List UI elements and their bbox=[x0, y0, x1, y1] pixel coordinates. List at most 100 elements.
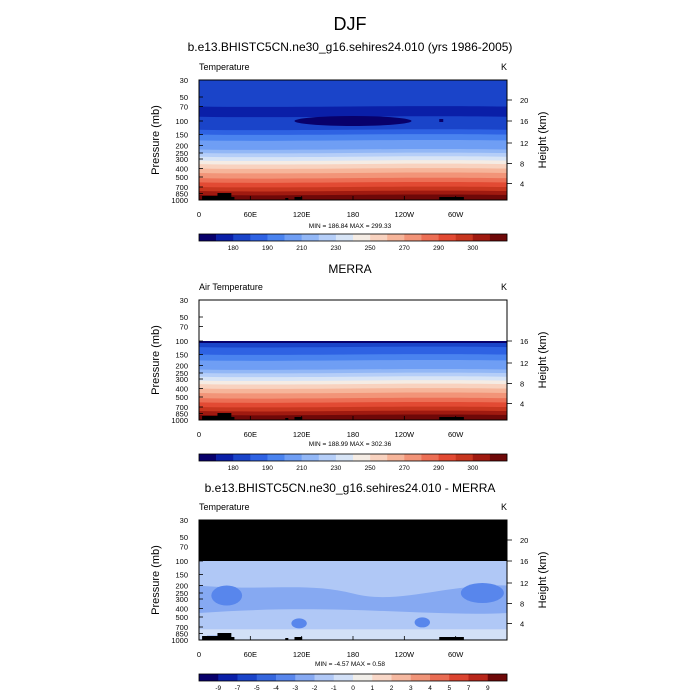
cold-spot bbox=[439, 119, 444, 122]
y-tick-label: 30 bbox=[180, 76, 188, 85]
colorbar-swatch bbox=[301, 234, 320, 241]
colorbar-swatch bbox=[216, 454, 234, 461]
x-tick-label: 180 bbox=[347, 210, 360, 219]
field-blob bbox=[460, 583, 504, 603]
x-tick-label: 0 bbox=[197, 650, 201, 659]
colorbar-swatch bbox=[372, 674, 392, 681]
colorbar-label: 2 bbox=[390, 685, 394, 692]
terrain-block bbox=[217, 633, 232, 640]
colorbar-swatch bbox=[256, 674, 277, 681]
terrain-block bbox=[439, 197, 464, 200]
colorbar-swatch bbox=[333, 674, 354, 681]
colorbar-swatch bbox=[455, 454, 474, 461]
contour-band bbox=[199, 383, 507, 390]
y-tick-label: 50 bbox=[180, 93, 188, 102]
colorbar-label: 7 bbox=[467, 685, 471, 692]
colorbar-swatch bbox=[284, 234, 302, 241]
colorbar-swatch bbox=[318, 234, 337, 241]
colorbar-swatch bbox=[404, 234, 422, 241]
colorbar-swatch bbox=[335, 234, 354, 241]
stats-label: MIN = -4.57 MAX = 0.58 bbox=[315, 661, 385, 668]
terrain bbox=[202, 193, 464, 200]
terrain bbox=[202, 633, 464, 640]
y2-tick-label: 4 bbox=[520, 180, 524, 189]
y-tick-label: 850 bbox=[175, 190, 188, 199]
colorbar-swatch bbox=[233, 454, 251, 461]
contour-band bbox=[199, 139, 507, 147]
y-tick-label: 700 bbox=[175, 183, 188, 192]
y2-axis-label: Height (km) bbox=[537, 332, 549, 389]
terrain-block bbox=[202, 416, 221, 420]
y2-axis: 20 16 12 8 4 Height (km) bbox=[507, 96, 549, 189]
terrain-block bbox=[217, 413, 232, 420]
colorbar-swatch bbox=[314, 674, 335, 681]
x-axis: 0 60E 120E 180 120W 60W bbox=[197, 636, 464, 659]
y-tick-label: 250 bbox=[175, 369, 188, 378]
panel-title: b.e13.BHISTC5CN.ne30_g16.sehires24.010 -… bbox=[205, 481, 496, 495]
colorbar-label: -9 bbox=[215, 685, 221, 692]
colorbar-label: 190 bbox=[262, 465, 273, 472]
y-tick-label: 200 bbox=[175, 582, 188, 591]
colorbar-swatch bbox=[335, 454, 354, 461]
y-tick-label: 100 bbox=[175, 117, 188, 126]
y-tick-label: 100 bbox=[175, 557, 188, 566]
y-tick-label: 500 bbox=[175, 613, 188, 622]
x-tick-label: 120E bbox=[293, 430, 311, 439]
colorbar-label: 290 bbox=[433, 245, 444, 252]
contour-band bbox=[199, 359, 507, 367]
y-tick-label: 300 bbox=[175, 375, 188, 384]
contour-band bbox=[199, 388, 507, 394]
y-axis-label: Pressure (mb) bbox=[150, 545, 162, 615]
y2-axis-label: Height (km) bbox=[537, 112, 549, 169]
panel-subtitle-left: Temperature bbox=[199, 62, 250, 72]
y2-axis-label: Height (km) bbox=[537, 552, 549, 609]
colorbar-label: 210 bbox=[296, 245, 307, 252]
y-tick-label: 200 bbox=[175, 142, 188, 151]
colorbar-label: 230 bbox=[330, 245, 341, 252]
colorbar-swatch bbox=[267, 454, 285, 461]
field-band bbox=[199, 585, 507, 614]
y2-tick-label: 12 bbox=[520, 139, 528, 148]
x-tick-label: 0 bbox=[197, 210, 201, 219]
y2-tick-label: 8 bbox=[520, 600, 524, 609]
missing-region bbox=[199, 300, 507, 341]
contour-band bbox=[199, 401, 507, 408]
colorbar-label: 210 bbox=[296, 465, 307, 472]
y-tick-label: 300 bbox=[175, 155, 188, 164]
contour-band bbox=[199, 392, 507, 400]
colorbar-label: -5 bbox=[254, 685, 260, 692]
colorbar-swatch bbox=[472, 234, 491, 241]
colorbar-swatch bbox=[468, 674, 489, 681]
contour-band bbox=[199, 96, 507, 108]
colorbar-swatch bbox=[250, 234, 268, 241]
x-tick-label: 180 bbox=[347, 430, 360, 439]
colorbar-swatch bbox=[276, 674, 296, 681]
y-tick-label: 250 bbox=[175, 149, 188, 158]
y-tick-label: 850 bbox=[175, 410, 188, 419]
terrain-block bbox=[294, 197, 303, 200]
colorbar-swatch bbox=[404, 454, 422, 461]
colorbar-label: 180 bbox=[228, 465, 239, 472]
panel-title: MERRA bbox=[328, 262, 371, 276]
y2-tick-label: 12 bbox=[520, 579, 528, 588]
y-tick-label: 30 bbox=[180, 516, 188, 525]
y-tick-label: 250 bbox=[175, 589, 188, 598]
panel-1: b.e13.BHISTC5CN.ne30_g16.sehires24.010 (… bbox=[150, 40, 549, 252]
colorbar-label: 290 bbox=[433, 465, 444, 472]
contour-band bbox=[199, 354, 507, 362]
terrain-block bbox=[228, 197, 235, 200]
colorbar-label: 0 bbox=[351, 685, 355, 692]
stats-label: MIN = 186.84 MAX = 299.33 bbox=[309, 223, 392, 230]
cold-edge bbox=[199, 341, 507, 343]
y-tick-label: 70 bbox=[180, 103, 188, 112]
y-tick-label: 500 bbox=[175, 393, 188, 402]
y2-tick-label: 4 bbox=[520, 620, 524, 629]
y-tick-label: 50 bbox=[180, 533, 188, 542]
x-tick-label: 60E bbox=[244, 210, 257, 219]
colorbar-label: 250 bbox=[365, 465, 376, 472]
colorbar-swatch bbox=[487, 674, 508, 681]
colorbar-swatch bbox=[421, 234, 439, 241]
